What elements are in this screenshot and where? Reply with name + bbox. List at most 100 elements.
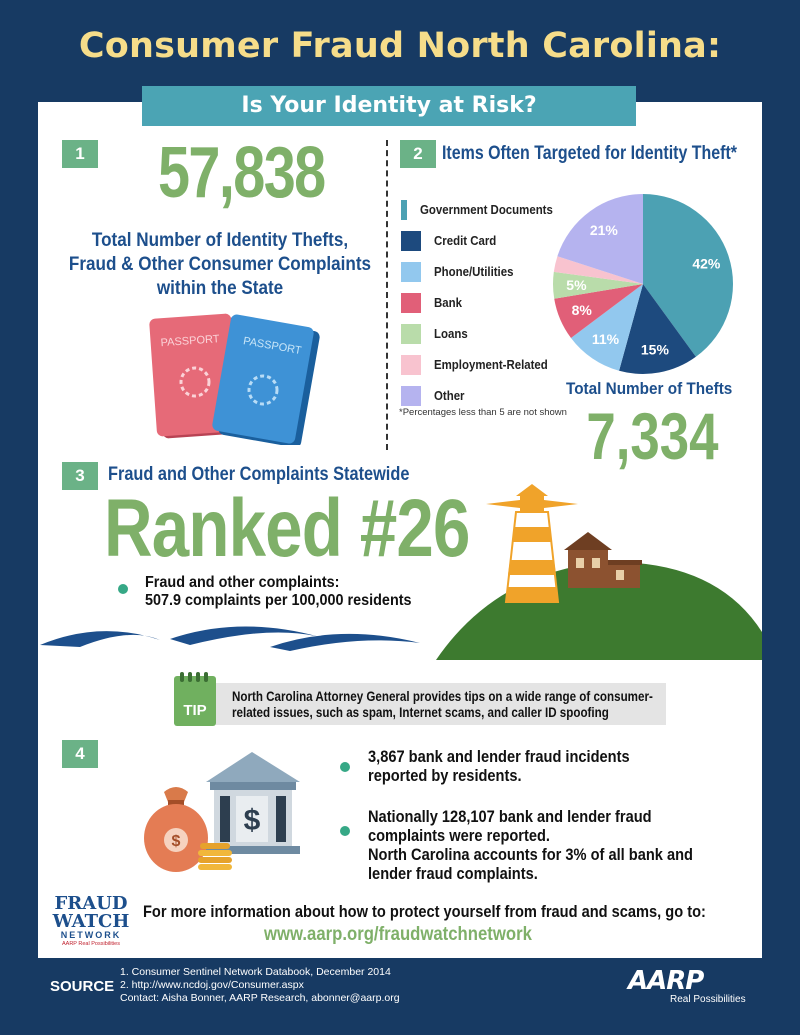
total-thefts-value: 7,334 [586, 399, 719, 473]
section-1-badge: 1 [62, 140, 98, 168]
legend-swatch [401, 199, 408, 220]
bullet-dot [118, 584, 128, 594]
tip-label: TIP [183, 702, 206, 719]
legend-label: Government Documents [420, 202, 553, 217]
national-line-4: lender fraud complaints. [368, 864, 538, 883]
national-line-3: North Carolina accounts for 3% of all ba… [368, 845, 693, 864]
pie-slice-label: 15% [641, 342, 670, 358]
legend-label: Phone/Utilities [434, 264, 514, 279]
legend-swatch [401, 292, 421, 313]
bank-fraud-line-1: 3,867 bank and lender fraud incidents [368, 747, 630, 766]
source-label: SOURCE [50, 978, 115, 995]
national-bank-fraud-text: Nationally 128,107 bank and lender fraud… [368, 807, 693, 883]
tip-box [188, 683, 666, 725]
legend-item: Phone/Utilities [401, 256, 571, 287]
bank-fraud-line-2: reported by residents. [368, 766, 522, 785]
pie-legend: Government Documents Credit Card Phone/Uti… [401, 194, 571, 411]
passports-illustration: PASSPORT PASSPORT [149, 313, 320, 445]
legend-item: Bank [401, 287, 571, 318]
waves-illustration [40, 626, 420, 651]
legend-swatch [401, 230, 421, 251]
national-line-2: complaints were reported. [368, 826, 550, 845]
pie-slice [619, 284, 696, 374]
legend-swatch [401, 323, 421, 344]
legend-item: Credit Card [401, 225, 571, 256]
source-item-2: 2. http://www.ncdoj.gov/Consumer.aspx [120, 979, 304, 991]
state-bank-fraud-text: 3,867 bank and lender fraud incidents re… [368, 747, 630, 785]
source-list: 1. Consumer Sentinel Network Databook, D… [120, 966, 400, 1005]
pie-footnote: *Percentages less than 5 are not shown [399, 407, 567, 418]
bank-icon: $ [206, 752, 300, 854]
rate-line-1: Fraud and other complaints: [145, 574, 340, 591]
bank-money-illustration: $ $ [144, 752, 300, 872]
aarp-wordmark: AARP [628, 966, 704, 996]
bullet-dot [340, 762, 350, 772]
lighthouse-icon [486, 484, 578, 603]
legend-label: Bank [434, 295, 462, 310]
passport-red-label: PASSPORT [160, 333, 220, 349]
hill-shape [436, 561, 762, 660]
tip-line-2: related issues, such as spam, Internet s… [232, 705, 609, 720]
pie-slice-label: 11% [592, 331, 620, 347]
section-3-badge: 3 [62, 462, 98, 490]
money-bag-icon: $ [144, 787, 208, 872]
section-4-badge: 4 [62, 740, 98, 768]
legend-swatch [401, 261, 421, 282]
aarp-tagline: Real Possibilities [670, 994, 746, 1005]
legend-label: Credit Card [434, 233, 497, 248]
fraud-watch-link[interactable]: www.aarp.org/fraudwatchnetwork [264, 924, 532, 945]
source-item-1: 1. Consumer Sentinel Network Databook, D… [120, 966, 391, 978]
pie-slice-label: 21% [590, 222, 619, 238]
total-complaints-number: 57,838 [158, 133, 326, 213]
coins-stack-icon [198, 843, 232, 870]
tip-line-1: North Carolina Attorney General provides… [232, 689, 653, 704]
logo-word-fraud: FRAUD [54, 893, 128, 914]
fraud-watch-logo: FRAUD WATCH NETWORK AARP Real Possibilit… [52, 895, 130, 948]
source-contact: Contact: Aisha Bonner, AARP Research, ab… [120, 992, 400, 1004]
caption-line-3: within the State [156, 278, 284, 299]
section-3-heading: Fraud and Other Complaints Statewide [108, 464, 410, 485]
legend-swatch [401, 354, 421, 375]
legend-label: Other [434, 388, 465, 403]
caption-line-2: Fraud & Other Consumer Complaints [68, 254, 372, 275]
bullet-dot [340, 826, 350, 836]
tip-notepad-icon: TIP [174, 672, 216, 726]
total-thefts-label: Total Number of Thefts [566, 379, 733, 398]
rate-line-2: 507.9 complaints per 100,000 residents [145, 592, 412, 609]
tip-text: North Carolina Attorney General provides… [232, 689, 653, 721]
pie-slice [570, 284, 643, 371]
subtitle-banner: Is Your Identity at Risk? [142, 86, 636, 126]
house-icon [564, 532, 642, 588]
pie-chart: 42% 15% 11% 8% 5% 21% [553, 194, 733, 374]
state-rank: Ranked #26 [104, 483, 470, 574]
section-2-heading: Items Often Targeted for Identity Theft* [442, 143, 737, 164]
pie-slice [553, 256, 643, 284]
pie-slice-label: 42% [692, 255, 721, 271]
logo-word-watch: WATCH [52, 911, 130, 932]
total-complaints-caption: Total Number of Identity Thefts, Fraud &… [40, 229, 400, 301]
legend-item: Other [401, 380, 571, 411]
logo-word-network: NETWORK [60, 930, 122, 940]
legend-label: Loans [434, 326, 468, 341]
pie-slice [643, 194, 733, 357]
page-title: Consumer Fraud North Carolina: [78, 26, 722, 66]
bank-dollar-sign: $ [244, 804, 261, 837]
pie-slice [554, 284, 643, 338]
pie-slice-label: 8% [572, 302, 593, 318]
complaints-rate-text: Fraud and other complaints: 507.9 compla… [145, 574, 412, 610]
more-info-text: For more information about how to protec… [143, 902, 706, 921]
passport-blue-icon: PASSPORT [212, 314, 320, 445]
caption-line-1: Total Number of Identity Thefts, [91, 230, 349, 251]
pie-slice [553, 271, 643, 299]
aarp-logo: AARP Real Possibilities [628, 966, 748, 1005]
section-divider [386, 140, 388, 450]
lighthouse-illustration [436, 484, 762, 660]
section-2-badge: 2 [400, 140, 436, 168]
pie-slice [557, 194, 643, 284]
national-line-1: Nationally 128,107 bank and lender fraud [368, 807, 652, 826]
logo-aarp-small: AARP Real Possibilities [62, 941, 120, 947]
legend-swatch [401, 385, 421, 406]
bag-dollar-sign: $ [172, 833, 181, 850]
legend-item: Government Documents [401, 194, 571, 225]
pie-slice-label: 5% [566, 277, 587, 293]
